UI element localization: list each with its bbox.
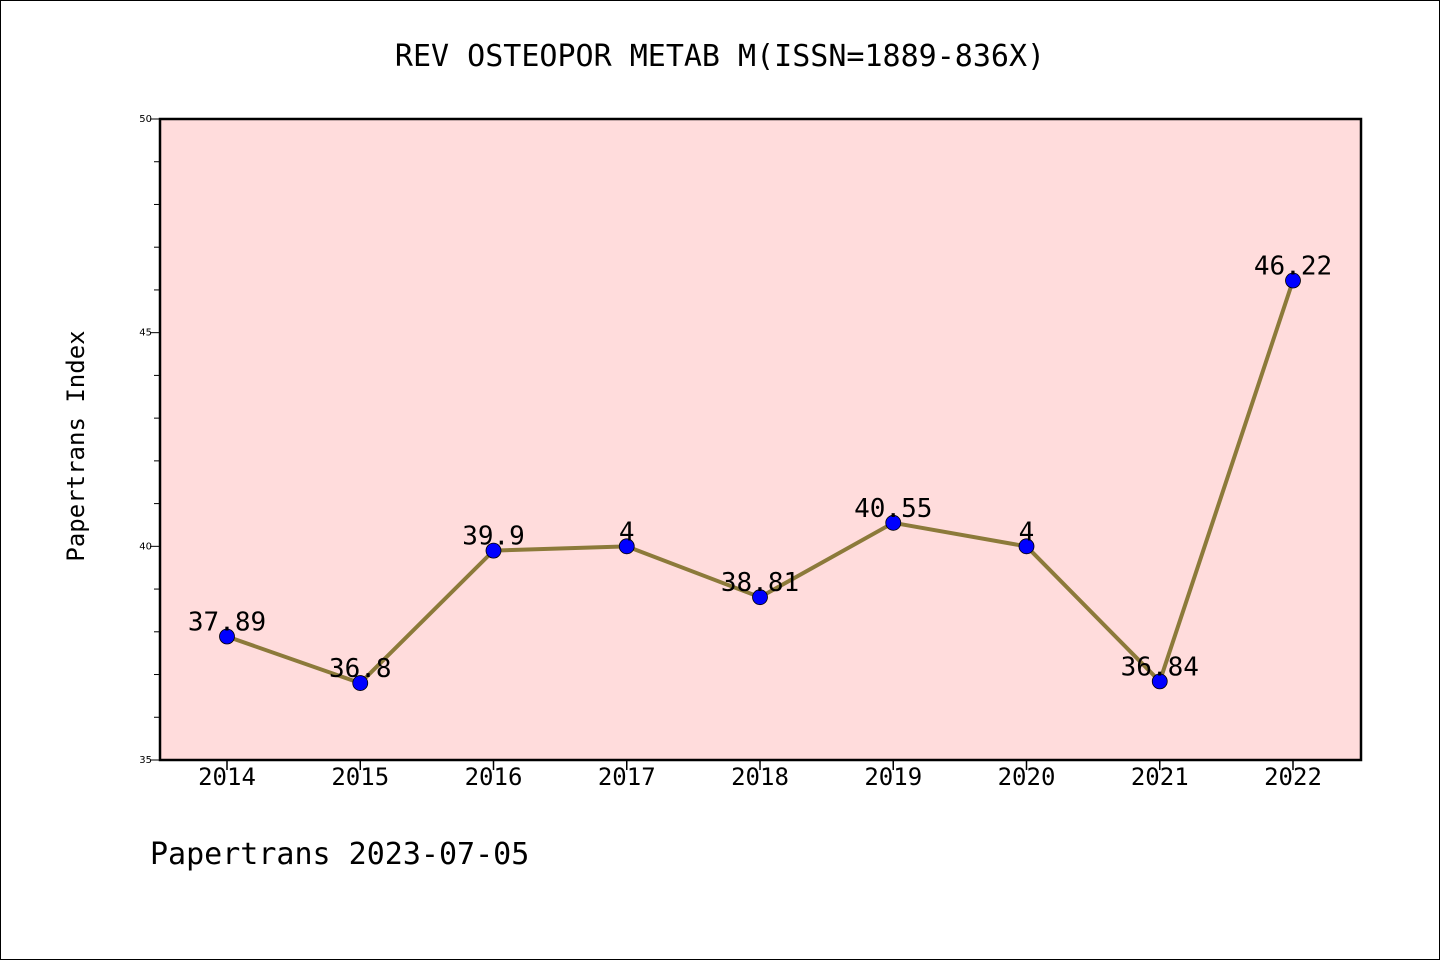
y-tick-label: 40 (139, 541, 152, 552)
data-point (752, 589, 768, 606)
y-tick-label: 50 (139, 114, 152, 125)
y-tick-label: 35 (139, 755, 152, 766)
y-tick-label: 45 (139, 328, 152, 339)
data-label: 4 (619, 517, 635, 547)
x-tick-label: 2017 (598, 763, 656, 791)
x-tick-label: 2022 (1264, 763, 1322, 791)
footer-text: Papertrans 2023-07-05 (150, 837, 529, 872)
x-axis-ticks: 2014 2015 2016 2017 2018 2019 2020 2021 2022 (198, 760, 1322, 791)
x-tick-label: 2021 (1131, 763, 1189, 791)
y-axis-ticks: 35 40 45 50 (139, 114, 160, 766)
data-point (885, 514, 902, 531)
data-label: 37.89 (188, 608, 266, 638)
data-point (1285, 272, 1301, 289)
x-tick-label: 2018 (731, 763, 789, 791)
data-label: 39.9 (462, 522, 525, 552)
data-label: 36.84 (1121, 652, 1199, 682)
plot-border (158, 117, 1363, 762)
data-point (1151, 673, 1168, 690)
y-axis-label: Papertrans Index (62, 330, 90, 561)
data-label: 38.81 (721, 568, 799, 598)
data-point (1018, 538, 1035, 555)
data-label: 4 (1019, 517, 1035, 547)
plot-area (160, 119, 1361, 760)
x-tick-label: 2014 (198, 763, 256, 791)
chart-title: REV OSTEOPOR METAB M(ISSN=1889-836X) (395, 39, 1045, 74)
data-label: 40.55 (854, 494, 932, 524)
x-tick-label: 2016 (465, 763, 523, 791)
x-tick-label: 2019 (864, 763, 922, 791)
data-point (618, 538, 635, 555)
series-layer: 37.89 36.8 39.9 4 38.81 40.55 4 36.84 46.22 (188, 252, 1332, 691)
x-tick-label: 2015 (331, 763, 389, 791)
x-tick-label: 2020 (998, 763, 1056, 791)
data-label: 46.22 (1254, 252, 1332, 282)
data-point (485, 542, 502, 559)
data-point (219, 628, 235, 645)
data-point (352, 675, 369, 691)
data-label: 36.8 (329, 654, 392, 684)
